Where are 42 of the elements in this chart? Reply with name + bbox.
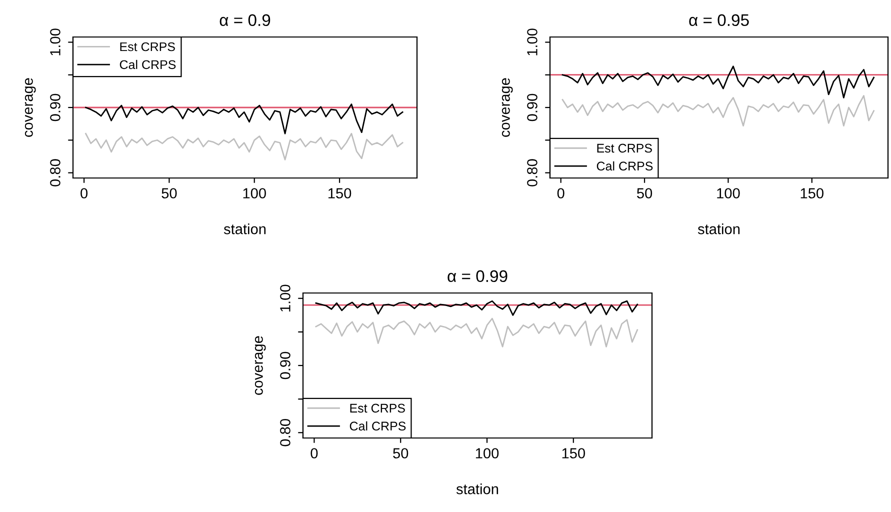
y-tick-label: 0.80	[280, 419, 290, 446]
y-tick-label: 1.00	[527, 28, 538, 56]
legend-label: Est CRPS	[350, 404, 405, 413]
x-tick-label: 150	[328, 188, 352, 198]
y-tick-label: 0.90	[527, 94, 538, 122]
y-tick-label: 0.80	[50, 159, 60, 186]
x-tick-label: 100	[243, 188, 266, 198]
y-tick-label: 1.00	[280, 284, 290, 312]
line-series	[562, 66, 875, 98]
legend-label: Cal CRPS	[350, 421, 406, 431]
x-axis-title: station	[456, 484, 498, 494]
x-axis-title: station	[224, 224, 266, 234]
x-tick-label: 50	[162, 188, 177, 198]
x-tick-label: 0	[80, 188, 88, 198]
line-series	[85, 104, 404, 134]
y-tick-label: 1.00	[50, 28, 60, 56]
line-series	[315, 318, 638, 348]
chart-title: α = 0.95	[689, 14, 749, 26]
chart-title: α = 0.9	[220, 14, 270, 26]
x-tick-label: 0	[557, 188, 564, 198]
line-series	[85, 132, 404, 160]
y-tick-label: 0.80	[527, 159, 538, 186]
y-tick-label: 0.90	[280, 352, 290, 380]
x-tick-label: 150	[800, 188, 824, 198]
legend-label: Cal CRPS	[120, 60, 176, 70]
x-tick-label: 50	[393, 448, 408, 458]
legend-label: Est CRPS	[597, 144, 652, 153]
y-tick-label: 0.90	[50, 94, 60, 122]
legend-label: Est CRPS	[120, 42, 175, 52]
x-tick-label: 150	[562, 448, 586, 458]
x-tick-label: 100	[717, 188, 740, 198]
x-tick-label: 100	[476, 448, 499, 458]
y-axis-title: coverage	[24, 78, 36, 137]
chart-title: α = 0.99	[448, 270, 508, 282]
x-axis-title: station	[698, 224, 740, 234]
legend-label: Cal CRPS	[596, 161, 653, 171]
line-series	[315, 300, 638, 316]
line-series	[562, 95, 875, 126]
y-axis-title: coverage	[254, 336, 266, 395]
x-tick-label: 0	[310, 448, 318, 458]
x-tick-label: 50	[637, 188, 652, 198]
y-axis-title: coverage	[502, 78, 513, 137]
